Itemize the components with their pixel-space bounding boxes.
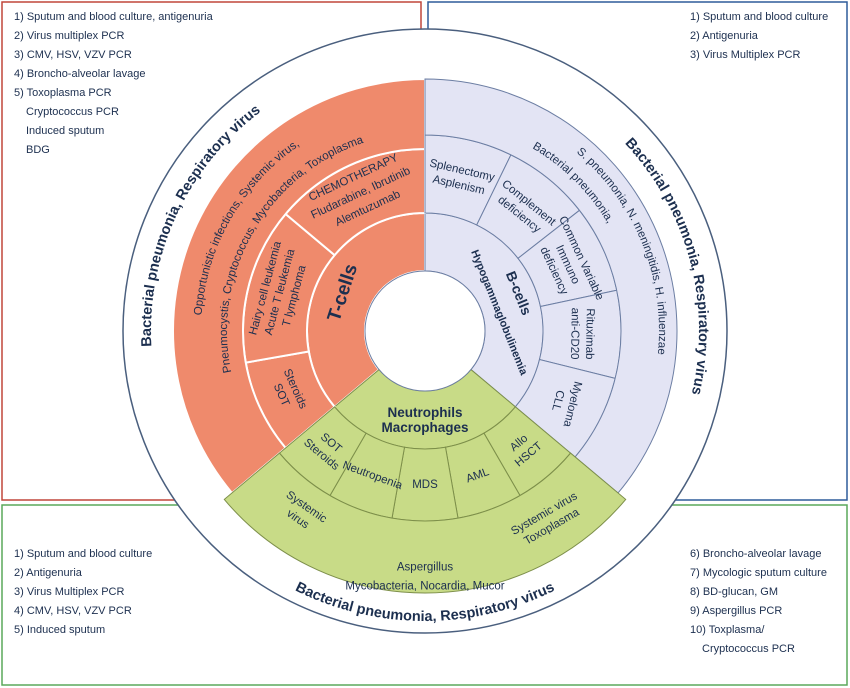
n-condition: MDS	[412, 479, 438, 491]
b-condition: anti-CD20	[568, 308, 581, 360]
note-item: 1) Sputum and blood culture, antigenuria	[14, 11, 214, 23]
note-item: 5) Induced sputum	[14, 624, 105, 636]
note-item: Cryptococcus PCR	[26, 106, 119, 118]
note-item: Induced sputum	[26, 125, 104, 137]
note-item: 3) Virus Multiplex PCR	[14, 586, 124, 598]
note-item: 5) Toxoplasma PCR	[14, 87, 112, 99]
note-item: 3) CMV, HSV, VZV PCR	[14, 49, 132, 61]
neutrophils-label: Neutrophils	[387, 405, 462, 420]
b-condition: CLL	[549, 389, 566, 413]
b-condition: Rituximab	[583, 308, 596, 359]
note-item: 1) Sputum and blood culture	[690, 11, 828, 23]
n-condition: MDS	[412, 479, 438, 491]
note-item: 9) Aspergillus PCR	[690, 605, 782, 617]
note-item: 2) Virus multiplex PCR	[14, 30, 124, 42]
note-item: Cryptococcus PCR	[702, 643, 795, 655]
note-item: BDG	[26, 144, 50, 156]
neutrophils-label: Macrophages	[381, 420, 468, 435]
note-item: 7) Mycologic sputum culture	[690, 567, 827, 579]
segment	[172, 77, 426, 495]
segment	[424, 78, 678, 494]
note-item: 2) Antigenuria	[14, 567, 83, 579]
note-item: 2) Antigenuria	[690, 30, 759, 42]
n-pathogens: Aspergillus	[397, 562, 453, 574]
note-item: 4) Broncho-alveolar lavage	[14, 68, 145, 80]
note-item: 8) BD-glucan, GM	[690, 586, 778, 598]
note-item: 1) Sputum and blood culture	[14, 548, 152, 560]
note-item: 3) Virus Multiplex PCR	[690, 49, 800, 61]
note-item: 4) CMV, HSV, VZV PCR	[14, 605, 132, 617]
center-hole	[364, 270, 486, 392]
note-item: 10) Toxplasma/	[690, 624, 765, 636]
n-pathogens: Mycobacteria, Nocardia, Mucor	[345, 581, 504, 593]
n-pathogens: Aspergillus Mycobacteria, Nocardia, Mucor	[345, 562, 504, 593]
segment	[223, 452, 627, 594]
note-item: 6) Broncho-alveolar lavage	[690, 548, 821, 560]
